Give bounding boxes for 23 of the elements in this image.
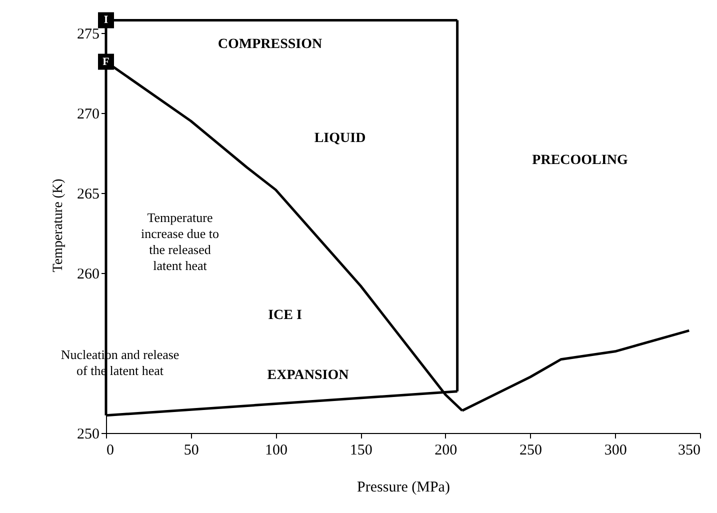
annotation: ICE I xyxy=(268,308,302,323)
annotation: F xyxy=(102,56,110,68)
annotation: EXPANSION xyxy=(267,368,349,383)
annotation: LIQUID xyxy=(314,131,366,146)
x-tick-label: 100 xyxy=(264,442,288,458)
y-tick-label: 260 xyxy=(77,266,100,282)
annotation: COMPRESSION xyxy=(218,37,322,52)
y-axis-title: Temperature (K) xyxy=(51,178,66,272)
annotation: PRECOOLING xyxy=(532,153,628,168)
x-tick-label: 0 xyxy=(106,442,114,458)
x-axis-title: Pressure (MPa) xyxy=(357,480,450,496)
annotation: Temperature increase due to the released latent heat xyxy=(141,210,219,273)
y-tick-label: 250 xyxy=(77,426,100,442)
annotation: I xyxy=(104,14,108,26)
x-tick-label: 150 xyxy=(350,442,372,458)
x-tick-label: 250 xyxy=(520,442,542,458)
x-tick-label: 50 xyxy=(184,442,199,458)
y-tick-label: 265 xyxy=(77,186,100,202)
x-tick-label: 350 xyxy=(678,442,700,458)
y-tick-label: 275 xyxy=(77,26,100,42)
y-tick-label: 270 xyxy=(77,106,100,122)
x-tick-label: 200 xyxy=(434,442,458,458)
x-tick-label: 300 xyxy=(604,442,627,458)
